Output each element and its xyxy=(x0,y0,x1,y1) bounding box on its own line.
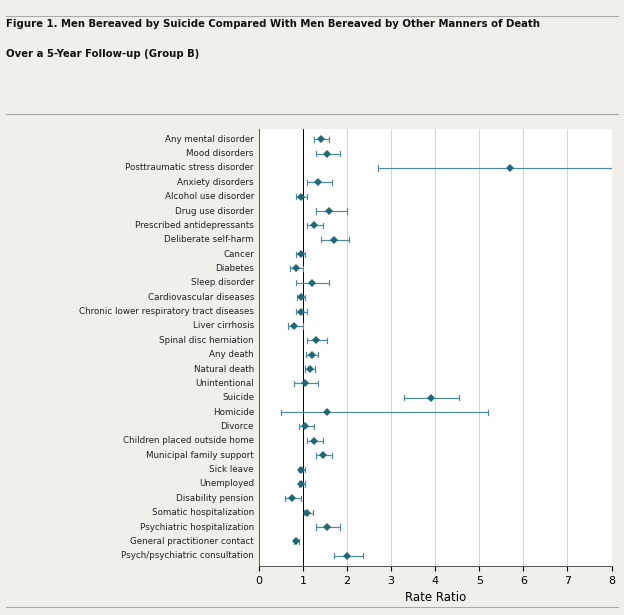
Text: Municipal family support: Municipal family support xyxy=(146,451,254,459)
Text: Over a 5-Year Follow-up (Group B): Over a 5-Year Follow-up (Group B) xyxy=(6,49,200,58)
Text: Homicide: Homicide xyxy=(213,408,254,416)
Text: Suicide: Suicide xyxy=(222,393,254,402)
Text: Cancer: Cancer xyxy=(223,250,254,259)
Text: Any death: Any death xyxy=(209,350,254,359)
Text: Anxiety disorders: Anxiety disorders xyxy=(177,178,254,187)
Text: Figure 1. Men Bereaved by Suicide Compared With Men Bereaved by Other Manners of: Figure 1. Men Bereaved by Suicide Compar… xyxy=(6,19,540,29)
Text: Posttraumatic stress disorder: Posttraumatic stress disorder xyxy=(125,164,254,172)
Text: Deliberate self-harm: Deliberate self-harm xyxy=(165,236,254,244)
Text: Sleep disorder: Sleep disorder xyxy=(190,279,254,287)
Text: Alcohol use disorder: Alcohol use disorder xyxy=(165,192,254,201)
Text: Somatic hospitalization: Somatic hospitalization xyxy=(152,508,254,517)
X-axis label: Rate Ratio: Rate Ratio xyxy=(404,591,466,604)
Text: Drug use disorder: Drug use disorder xyxy=(175,207,254,215)
Text: General practitioner contact: General practitioner contact xyxy=(130,537,254,546)
Text: Psychiatric hospitalization: Psychiatric hospitalization xyxy=(140,523,254,531)
Text: Psych/psychiatric consultation: Psych/psychiatric consultation xyxy=(121,551,254,560)
Text: Disability pension: Disability pension xyxy=(176,494,254,503)
Text: Natural death: Natural death xyxy=(193,365,254,373)
Text: Diabetes: Diabetes xyxy=(215,264,254,273)
Text: Spinal disc herniation: Spinal disc herniation xyxy=(159,336,254,345)
Text: Cardiovascular diseases: Cardiovascular diseases xyxy=(148,293,254,302)
Text: Divorce: Divorce xyxy=(221,422,254,431)
Text: Unemployed: Unemployed xyxy=(199,480,254,488)
Text: Mood disorders: Mood disorders xyxy=(187,149,254,158)
Text: Liver cirrhosis: Liver cirrhosis xyxy=(193,322,254,330)
Text: Chronic lower respiratory tract diseases: Chronic lower respiratory tract diseases xyxy=(79,307,254,316)
Text: Children placed outside home: Children placed outside home xyxy=(123,436,254,445)
Text: Sick leave: Sick leave xyxy=(210,465,254,474)
Text: Prescribed antidepressants: Prescribed antidepressants xyxy=(135,221,254,230)
Text: Unintentional: Unintentional xyxy=(195,379,254,388)
Text: Any mental disorder: Any mental disorder xyxy=(165,135,254,144)
